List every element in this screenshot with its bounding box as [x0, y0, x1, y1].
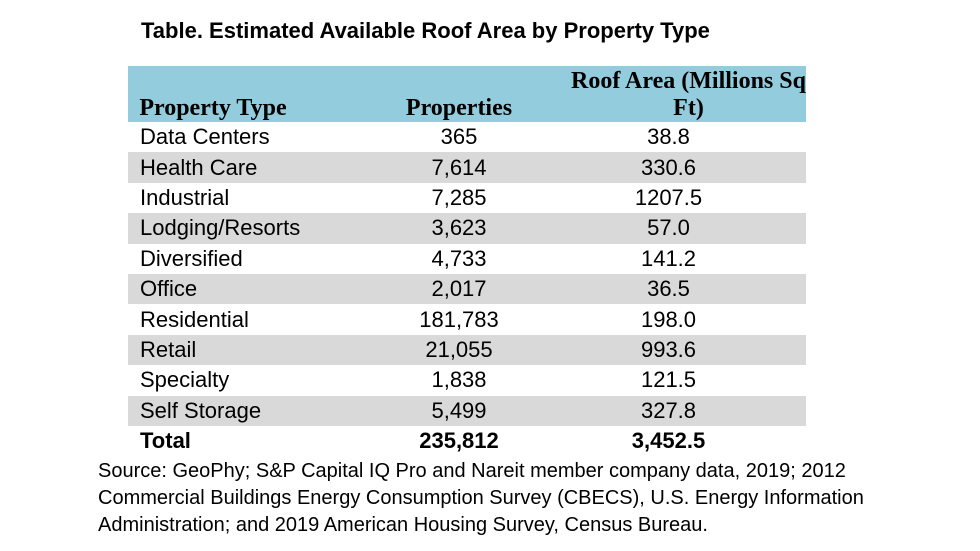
cell-roof-area: 38.8 — [647, 124, 690, 150]
table-row: Lodging/Resorts 3,623 57.0 — [128, 213, 806, 244]
cell-roof-area: 121.5 — [640, 367, 697, 393]
roof-area-table: Property Type Properties Roof Area (Mill… — [128, 66, 806, 457]
cell-property-type: Specialty — [140, 367, 230, 393]
cell-properties: 181,783 — [419, 306, 499, 332]
total-label: Total — [128, 425, 347, 457]
table-title: Table. Estimated Available Roof Area by … — [141, 18, 710, 43]
cell-property-type: Retail — [140, 336, 197, 362]
cell-property-type: Lodging/Resorts — [140, 215, 301, 241]
cell-property-type: Health Care — [140, 154, 258, 180]
cell-roof-area: 1207.5 — [634, 184, 703, 210]
table-row: Health Care 7,614 330.6 — [128, 152, 806, 183]
cell-roof-area: 141.2 — [640, 245, 697, 271]
total-properties: 235,812 — [347, 425, 571, 457]
cell-properties: 1,838 — [431, 367, 487, 393]
cell-roof-area: 36.5 — [647, 276, 690, 302]
table-total-row: Total 235,812 3,452.5 — [128, 425, 806, 457]
header-properties: Properties — [405, 95, 513, 121]
table-row: Office 2,017 36.5 — [128, 273, 806, 305]
cell-properties: 3,623 — [431, 215, 487, 241]
table-row: Retail 21,055 993.6 — [128, 334, 806, 366]
header-roof-area: Roof Area (Millions Sq Ft) — [571, 68, 806, 121]
table-row: Diversified 4,733 141.2 — [128, 244, 806, 274]
cell-property-type: Industrial — [140, 184, 230, 210]
cell-property-type: Diversified — [140, 245, 243, 271]
cell-properties: 7,285 — [431, 184, 487, 210]
header-property-type: Property Type — [139, 95, 287, 121]
cell-roof-area: 993.6 — [640, 336, 697, 362]
cell-roof-area: 330.6 — [640, 154, 697, 180]
cell-properties: 4,733 — [431, 245, 487, 271]
cell-properties: 21,055 — [425, 336, 493, 362]
cell-property-type: Self Storage — [140, 397, 262, 423]
total-roof-area: 3,452.5 — [571, 425, 806, 457]
table-row: Data Centers 365 38.8 — [128, 122, 806, 152]
cell-roof-area: 57.0 — [647, 215, 690, 241]
source-note: Source: GeoPhy; S&P Capital IQ Pro and N… — [98, 460, 864, 536]
cell-property-type: Data Centers — [140, 124, 270, 150]
table-header-row: Property Type Properties Roof Area (Mill… — [128, 66, 806, 122]
cell-properties: 2,017 — [431, 276, 487, 302]
cell-roof-area: 327.8 — [640, 397, 697, 423]
table-row: Self Storage 5,499 327.8 — [128, 395, 806, 426]
table-row: Specialty 1,838 121.5 — [128, 365, 806, 395]
table-row: Industrial 7,285 1207.5 — [128, 183, 806, 213]
cell-properties: 5,499 — [431, 397, 487, 423]
cell-property-type: Office — [140, 276, 198, 302]
cell-properties: 7,614 — [431, 154, 487, 180]
cell-roof-area: 198.0 — [640, 306, 697, 332]
cell-properties: 365 — [440, 124, 478, 150]
table-row: Residential 181,783 198.0 — [128, 304, 806, 334]
cell-property-type: Residential — [140, 306, 249, 332]
